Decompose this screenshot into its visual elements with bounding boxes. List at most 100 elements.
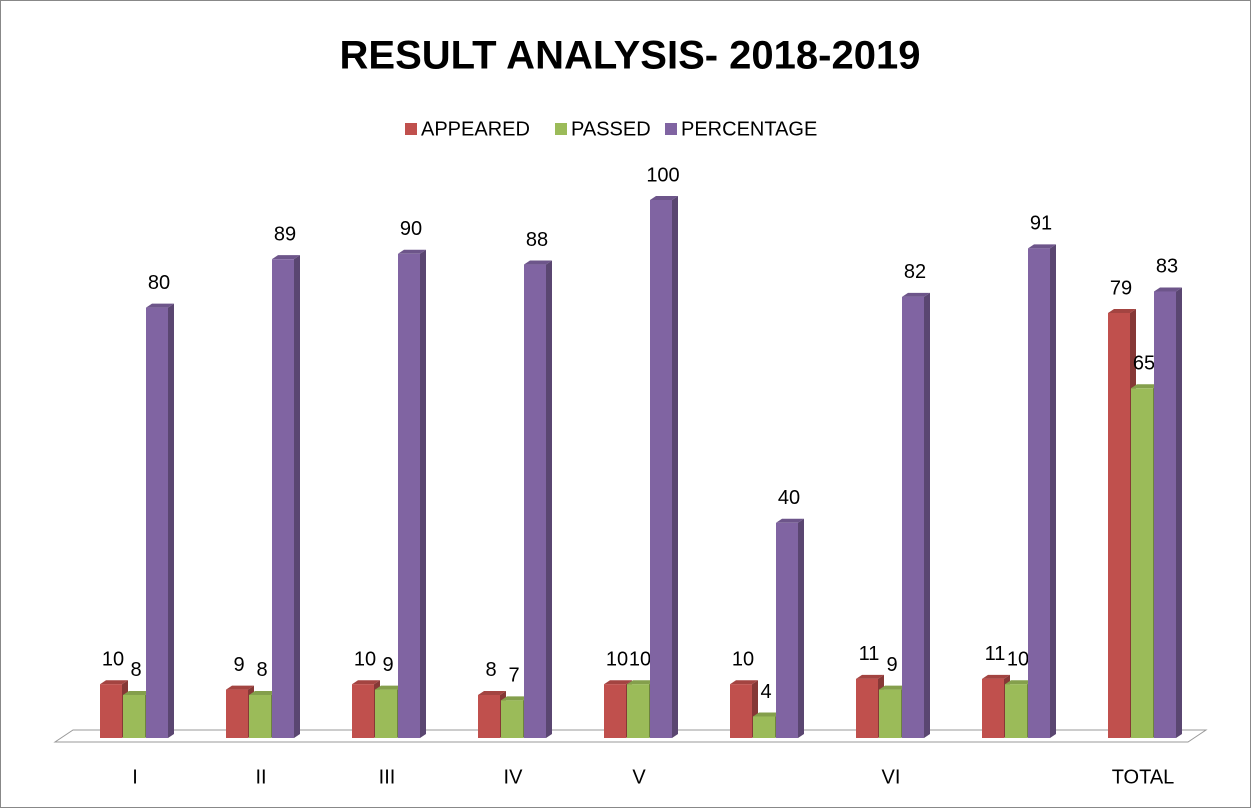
legend: APPEARED PASSED PERCENTAGE (405, 118, 817, 140)
x-tick-label: VI (882, 766, 901, 788)
data-label: 9 (233, 654, 244, 676)
bar-top (398, 249, 426, 254)
bar-top (730, 680, 758, 685)
bar-top (123, 690, 151, 695)
x-tick-label: TOTAL (1112, 766, 1175, 788)
bar (226, 689, 248, 738)
bar-side (924, 292, 930, 738)
bar (902, 296, 924, 738)
bar-top (753, 712, 781, 717)
bar-side (294, 255, 300, 738)
data-label: 8 (256, 659, 267, 681)
bar (982, 678, 1004, 738)
bar-top (650, 196, 678, 200)
bar-top (524, 260, 552, 265)
bar (375, 689, 397, 738)
bar-top (375, 685, 403, 690)
bar (123, 694, 145, 738)
bar-top (501, 696, 529, 701)
data-label: 8 (130, 659, 141, 681)
data-label: 83 (1156, 256, 1178, 278)
data-label: 80 (148, 272, 170, 294)
data-label: 9 (382, 654, 393, 676)
x-tick-label: IV (504, 766, 524, 788)
x-tick-label: V (632, 766, 646, 788)
bar-side (168, 303, 174, 738)
bar (1028, 248, 1050, 739)
bar (627, 684, 649, 738)
bar-top (226, 685, 254, 690)
data-label: 10 (1007, 648, 1029, 670)
data-label: 11 (859, 643, 880, 665)
bar-side (1050, 244, 1056, 739)
data-label: 4 (760, 681, 771, 703)
bar (1005, 684, 1027, 738)
legend-swatch (665, 123, 677, 135)
data-label: 82 (904, 261, 926, 283)
x-tick-label: II (255, 766, 266, 788)
bar (501, 700, 523, 738)
bar-side (420, 249, 426, 739)
data-label: 11 (985, 643, 1006, 665)
bar-top (100, 680, 128, 685)
bar-top (272, 255, 300, 260)
x-tick-label: I (132, 766, 138, 788)
bar (1131, 388, 1153, 738)
bar (879, 689, 901, 738)
bar-top (352, 680, 380, 685)
bar (352, 684, 374, 738)
data-label: 90 (400, 218, 422, 240)
data-label: 10 (354, 648, 376, 670)
bar (776, 522, 798, 738)
bar-top (1108, 308, 1136, 313)
bar (856, 678, 878, 738)
bar-top (856, 674, 884, 679)
data-label: 89 (274, 223, 296, 245)
data-label: 10 (606, 648, 628, 670)
data-label: 91 (1030, 213, 1052, 235)
legend-label: PERCENTAGE (681, 118, 817, 140)
bar (730, 684, 752, 738)
bar-top (604, 680, 632, 685)
bar (1108, 312, 1130, 738)
bar (249, 694, 271, 738)
bar-top (902, 292, 930, 297)
data-label: 10 (629, 648, 651, 670)
bar (604, 684, 626, 738)
bar-top (478, 690, 506, 695)
data-label: 65 (1133, 353, 1155, 375)
bar-side (1176, 287, 1182, 738)
bar-top (1005, 680, 1033, 685)
bar-top (1131, 384, 1159, 389)
data-label: 7 (508, 665, 519, 687)
bar (753, 716, 775, 738)
data-label: 40 (778, 487, 800, 509)
chart-title: RESULT ANALYSIS- 2018-2019 (340, 34, 921, 78)
bar (146, 307, 168, 738)
bar-side (798, 518, 804, 738)
bar-top (1028, 244, 1056, 249)
bar-top (249, 690, 277, 695)
legend-swatch (405, 123, 417, 135)
bar-top (879, 685, 907, 690)
data-label: 8 (485, 659, 496, 681)
bar-top (1154, 287, 1182, 292)
bar (100, 684, 122, 738)
x-tick-label: III (379, 766, 396, 788)
data-label: 79 (1110, 277, 1132, 299)
bar (478, 694, 500, 738)
legend-swatch (555, 123, 567, 135)
legend-label: PASSED (571, 118, 651, 140)
data-label: 10 (102, 648, 124, 670)
bar-top (982, 674, 1010, 679)
bar (650, 200, 672, 738)
data-label: 100 (646, 164, 679, 186)
legend-label: APPEARED (421, 118, 530, 140)
bar (272, 259, 294, 738)
data-label: 9 (886, 654, 897, 676)
data-label: 88 (526, 229, 548, 251)
bar-top (146, 303, 174, 308)
data-label: 10 (732, 648, 754, 670)
bar-top (627, 680, 655, 685)
